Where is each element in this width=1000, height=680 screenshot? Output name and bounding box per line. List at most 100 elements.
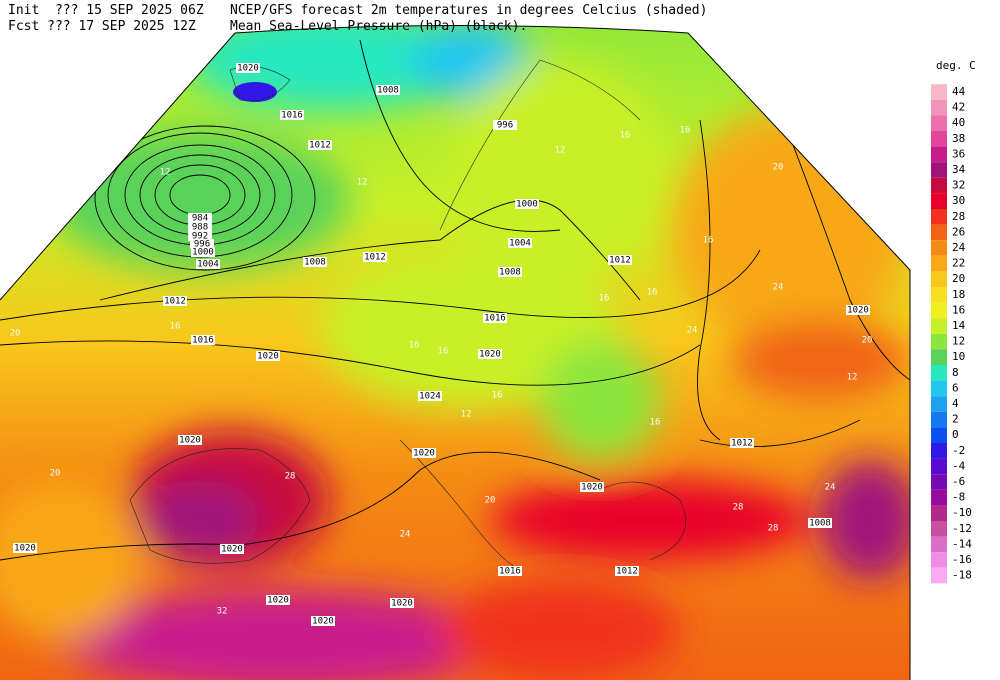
- legend-label: 6: [952, 381, 959, 394]
- temperature-label: 12: [160, 168, 171, 178]
- isobar-label-bg: [311, 616, 335, 626]
- isobar-label: 988: [192, 223, 208, 233]
- temperature-label: 16: [170, 322, 181, 332]
- isobar-label-bg: [515, 199, 539, 209]
- isobar-label: 1000: [516, 200, 538, 210]
- isobar-label: 1020: [391, 599, 413, 609]
- legend-swatch: [931, 271, 947, 287]
- temperature-label: 16: [647, 288, 658, 298]
- legend-swatch: [931, 115, 947, 131]
- isobar-label-bg: [308, 140, 332, 150]
- isobar-label-bg: [498, 566, 522, 576]
- legend-label: 28: [952, 210, 965, 223]
- legend-swatch: [931, 318, 947, 334]
- isobar-label: 1020: [14, 544, 36, 554]
- isobar-label: 1020: [581, 483, 603, 493]
- isobar-label-bg: [498, 267, 522, 277]
- legend-swatch: [931, 536, 947, 553]
- legend-swatch: [931, 255, 947, 272]
- legend: 4442403836343230282624222018161412108642…: [931, 84, 972, 584]
- isobar-label-bg: [220, 544, 244, 554]
- temperature-label: 32: [217, 607, 228, 617]
- legend-title: deg. C: [936, 59, 976, 72]
- temperature-label: 12: [847, 373, 858, 383]
- legend-swatch: [931, 287, 947, 303]
- isobar-label-bg: [615, 566, 639, 576]
- temperature-label: 20: [10, 329, 21, 339]
- isobar-label: 1020: [312, 617, 334, 627]
- isobar-label-bg: [808, 518, 832, 528]
- header-subtitle: Mean Sea-Level Pressure (hPa) (black).: [230, 19, 527, 34]
- temperature-label: 24: [825, 483, 836, 493]
- legend-label: 26: [952, 225, 965, 238]
- temperature-label: 16: [492, 391, 503, 401]
- legend-swatch: [931, 349, 947, 365]
- legend-label: -10: [952, 506, 972, 519]
- legend-label: -14: [952, 537, 972, 550]
- isobar-label: 1020: [237, 64, 259, 74]
- temperature-label: 28: [285, 472, 296, 482]
- header-init: Init ??? 15 SEP 2025 06Z: [8, 3, 204, 18]
- legend-swatch: [931, 458, 947, 475]
- temperature-label: 28: [733, 503, 744, 513]
- temperature-label: 12: [555, 146, 566, 156]
- legend-swatch: [931, 521, 947, 537]
- isobar-label-bg: [730, 438, 754, 448]
- isobar-label-bg: [256, 351, 280, 361]
- isobar-label: 1012: [364, 253, 386, 263]
- temperature-label: 16: [438, 347, 449, 357]
- isobar-label-bg: [846, 305, 870, 315]
- legend-label: 4: [952, 397, 959, 410]
- isobar-label-bg: [280, 110, 304, 120]
- temperature-label: 12: [357, 178, 368, 188]
- isobar-label: 1020: [267, 596, 289, 606]
- isobar-label: 1012: [164, 297, 186, 307]
- legend-label: 34: [952, 163, 966, 176]
- legend-label: 18: [952, 288, 965, 301]
- legend-label: 10: [952, 350, 965, 363]
- isobar-label: 1004: [197, 260, 219, 270]
- legend-label: -18: [952, 569, 972, 582]
- legend-swatch: [931, 333, 947, 350]
- legend-label: 20: [952, 272, 965, 285]
- isobar-label-bg: [163, 296, 187, 306]
- legend-swatch: [931, 209, 947, 225]
- legend-label: -6: [952, 475, 965, 488]
- legend-label: 0: [952, 428, 959, 441]
- isobar-label: 1012: [609, 256, 631, 266]
- isobar-label: 996: [497, 121, 513, 131]
- isobar-label: 1020: [257, 352, 279, 362]
- legend-swatch: [931, 474, 947, 490]
- temperature-label: 16: [599, 294, 610, 304]
- temperature-label: 16: [620, 131, 631, 141]
- legend-swatch: [931, 224, 947, 241]
- temperature-label: 16: [703, 236, 714, 246]
- isobar-label: 1016: [499, 567, 521, 577]
- isobar-label-bg: [303, 257, 327, 267]
- isobar-label-bg: [376, 85, 400, 95]
- legend-swatch: [931, 240, 947, 256]
- isobar-label-bg: [266, 595, 290, 605]
- isobar-label: 1008: [377, 86, 399, 96]
- temperature-field: [0, 25, 910, 680]
- legend-label: 32: [952, 179, 965, 192]
- isobar-label: 1020: [179, 436, 201, 446]
- isobar-label-bg: [493, 120, 517, 130]
- legend-swatch: [931, 567, 947, 584]
- legend-swatch: [931, 131, 947, 147]
- legend-label: -2: [952, 444, 965, 457]
- temperature-label: 20: [773, 163, 784, 173]
- isobar-label-bg: [608, 255, 632, 265]
- legend-swatch: [931, 552, 947, 568]
- legend-label: -8: [952, 491, 965, 504]
- isobar-label: 1008: [304, 258, 326, 268]
- isobar-label: 1004: [509, 239, 531, 249]
- isobar-label: 1012: [309, 141, 331, 151]
- temperature-label: 16: [680, 126, 691, 136]
- legend-label: 2: [952, 413, 959, 426]
- isobar-label-bg: [190, 239, 214, 249]
- isobar-label-bg: [196, 259, 220, 269]
- temperature-label: 16: [409, 341, 420, 351]
